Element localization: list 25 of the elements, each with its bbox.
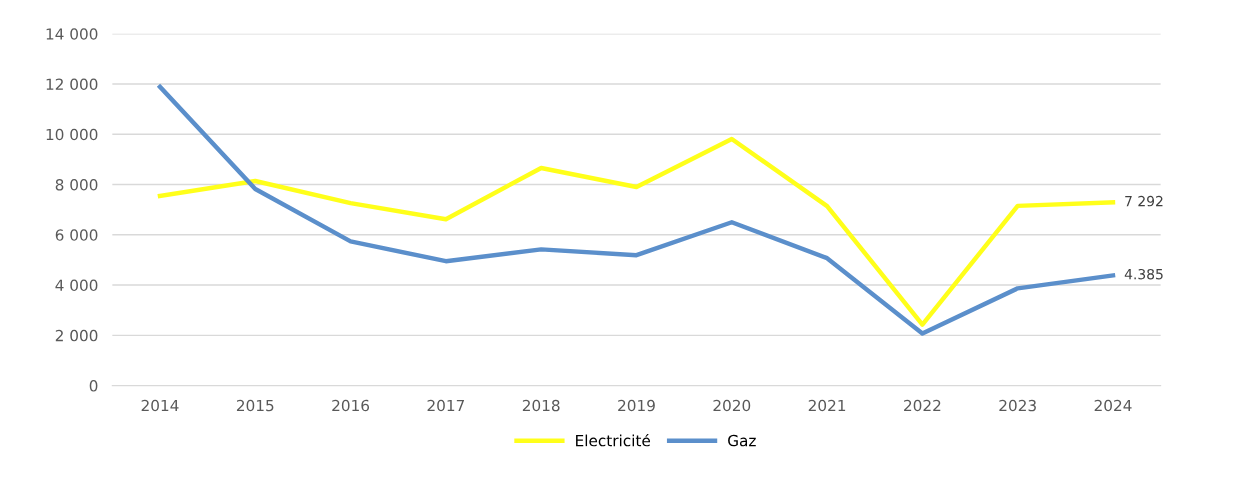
- x-tick-label: 2019: [618, 399, 655, 412]
- x-tick-label: 2015: [236, 399, 274, 412]
- line-series: [157, 84, 1116, 336]
- legend-label: Gaz: [728, 434, 756, 447]
- y-tick-label: 14 000: [46, 28, 98, 40]
- y-tick-label: 2 000: [55, 329, 98, 342]
- x-tick-label: 2024: [1094, 399, 1132, 412]
- y-tick-label: 12 000: [46, 78, 98, 91]
- x-tick-label: 2022: [904, 399, 941, 412]
- data-label: 4.385: [1124, 268, 1163, 280]
- data-label: 7 292: [1125, 195, 1163, 207]
- legend-label: Electricité: [576, 433, 651, 447]
- x-tick-label: 2023: [999, 399, 1036, 412]
- y-tick-label: 10 000: [46, 128, 98, 141]
- x-tick-label: 2021: [808, 399, 846, 412]
- x-tick-label: 2020: [713, 399, 751, 412]
- y-tick-label: 8 000: [55, 179, 98, 191]
- x-tick-label: 2018: [522, 399, 560, 412]
- x-tick-label: 2017: [427, 399, 465, 412]
- x-tick-label: 2016: [332, 399, 370, 412]
- y-tick-label: 0: [89, 380, 98, 392]
- x-tick-label: 2014: [141, 399, 179, 412]
- line-series: [157, 136, 1116, 327]
- y-tick-label: 6 000: [55, 229, 98, 241]
- y-tick-label: 4 000: [55, 279, 98, 292]
